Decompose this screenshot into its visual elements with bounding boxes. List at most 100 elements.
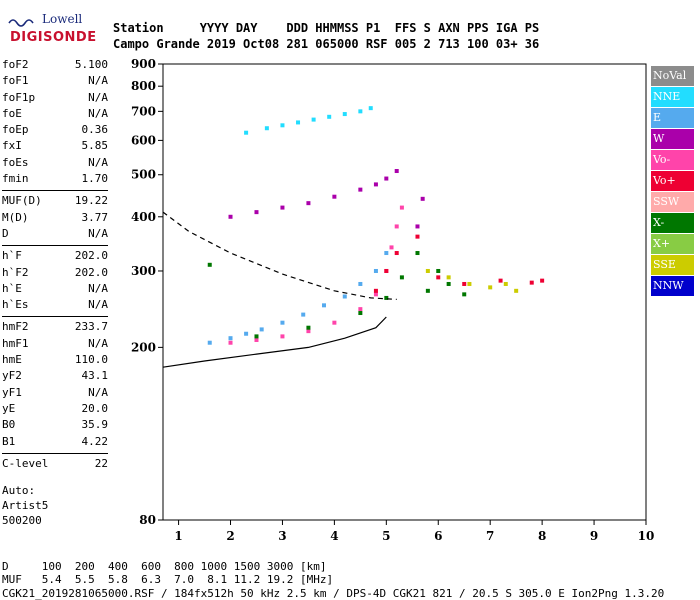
x-tick-label: 8 (538, 529, 546, 543)
param-row: h`Es N/A (2, 298, 108, 314)
param-name: fmin (2, 172, 29, 186)
param-name: h`F2 (2, 265, 29, 279)
data-point (462, 281, 467, 286)
data-point (436, 268, 441, 273)
param-name: B0 (2, 418, 16, 432)
y-tick-label: 700 (131, 104, 156, 118)
logo-line1: Lowell (42, 12, 83, 26)
legend-item: W (651, 129, 694, 149)
param-row: foF1 N/A (2, 74, 108, 90)
data-point (415, 224, 420, 229)
param-separator (2, 190, 108, 192)
data-point (498, 278, 503, 283)
param-name: yE (2, 401, 16, 415)
param-value: N/A (88, 336, 108, 350)
auto-artist: Artist5 (2, 499, 49, 512)
param-value: 1.70 (81, 172, 109, 186)
param-name: yF1 (2, 385, 22, 399)
data-point (384, 295, 389, 300)
param-row: hmF1 N/A (2, 337, 108, 353)
data-point (207, 340, 212, 345)
data-point (373, 182, 378, 187)
data-point (425, 288, 430, 293)
data-point (394, 169, 399, 174)
auto-code: 500200 (2, 514, 42, 527)
data-point (228, 336, 233, 341)
data-point (514, 288, 519, 293)
data-point (254, 210, 259, 215)
param-value: 3.77 (81, 210, 109, 224)
autoscaling-info: Auto: Artist5 500200 (2, 483, 48, 528)
param-name: hmF1 (2, 336, 29, 350)
param-name: h`E (2, 281, 22, 295)
x-tick-label: 1 (174, 529, 182, 543)
header-row-labels: Station YYYY DAY DDD HHMMSS P1 FFS S AXN… (113, 21, 540, 35)
legend-item: SSE (651, 255, 694, 275)
data-point (425, 268, 430, 273)
legend-item: E (651, 108, 694, 128)
profile-curve-dashed (162, 211, 397, 300)
param-row: h`E N/A (2, 282, 108, 298)
data-point (322, 303, 326, 308)
param-row: B1 4.22 (2, 435, 108, 451)
data-point (342, 294, 347, 299)
data-point (399, 275, 404, 280)
param-row: h`F2 202.0 (2, 266, 108, 282)
plot-frame (162, 63, 647, 521)
legend-item: X+ (651, 234, 694, 254)
x-tick-label: 5 (382, 529, 390, 543)
param-row: M(D) 3.77 (2, 211, 108, 227)
legend-item: Vo+ (651, 171, 694, 191)
data-point (436, 275, 441, 280)
data-point (462, 292, 467, 297)
param-name: hmE (2, 353, 22, 367)
x-tick-label: 2 (226, 529, 234, 543)
param-value: N/A (88, 226, 108, 240)
data-point (301, 312, 306, 317)
logo-line2: DIGISONDE (10, 30, 97, 45)
param-name: C-level (2, 456, 49, 470)
param-row: yE 20.0 (2, 402, 108, 418)
param-value: 5.85 (81, 139, 109, 153)
data-point (415, 234, 420, 239)
param-name: foF1p (2, 90, 36, 104)
x-tick-label: 3 (278, 529, 286, 543)
data-point (358, 311, 363, 316)
data-point (446, 275, 451, 280)
param-value: 233.7 (74, 320, 108, 334)
data-point (540, 278, 545, 283)
param-row: C-level 22 (2, 457, 108, 473)
param-value: N/A (88, 281, 108, 295)
param-value: 202.0 (74, 265, 108, 279)
param-value: 43.1 (81, 369, 109, 383)
param-value: N/A (88, 155, 108, 169)
data-point (384, 251, 389, 256)
legend-item: Vo- (651, 150, 694, 170)
param-name: hmF2 (2, 320, 29, 334)
y-tick-label: 300 (131, 264, 156, 278)
param-row: fxI 5.85 (2, 139, 108, 155)
footer-distance-row: D 100 200 400 600 800 1000 1500 3000 [km… (2, 560, 327, 573)
data-point (228, 214, 233, 219)
data-point (529, 280, 534, 285)
param-row: foEp 0.36 (2, 123, 108, 139)
param-name: D (2, 226, 9, 240)
param-row: MUF(D) 19.22 (2, 194, 108, 210)
legend-item: NoVal (651, 66, 694, 86)
param-value: N/A (88, 106, 108, 120)
legend-item: NNW (651, 276, 694, 296)
param-row: foF1p N/A (2, 91, 108, 107)
header-row-values: Campo Grande 2019 Oct08 281 065000 RSF 0… (113, 37, 540, 51)
param-row: B0 35.9 (2, 418, 108, 434)
param-name: foF1 (2, 74, 29, 88)
param-row: foEs N/A (2, 156, 108, 172)
param-row: D N/A (2, 227, 108, 243)
data-point (259, 327, 264, 332)
data-point (244, 331, 249, 336)
footer-muf-row: MUF 5.4 5.5 5.8 6.3 7.0 8.1 11.2 19.2 [M… (2, 573, 334, 586)
param-value: N/A (88, 74, 108, 88)
footer-info-row: CGK21_2019281065000.RSF / 184fx512h 50 k… (2, 587, 665, 600)
data-point (358, 109, 363, 114)
data-point (228, 340, 233, 345)
